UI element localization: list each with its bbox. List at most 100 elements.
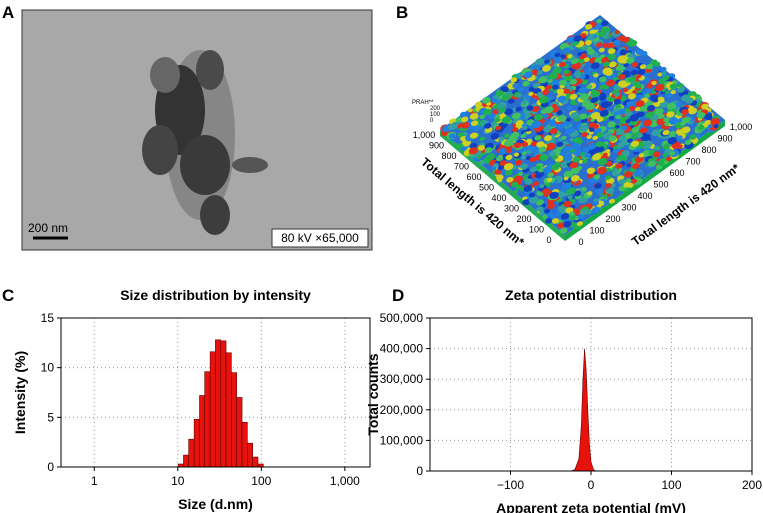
- afm-grain: [546, 142, 556, 151]
- afm-grain: [552, 154, 559, 160]
- afm-grain: [528, 196, 539, 204]
- afm-grain: [701, 103, 709, 110]
- afm-grain: [513, 142, 522, 149]
- afm-grain: [681, 109, 689, 115]
- afm-grain: [581, 79, 589, 85]
- afm-grain: [669, 130, 676, 136]
- x-tick-label: 10: [171, 474, 185, 488]
- afm-grain: [586, 84, 593, 90]
- tem-particles: [142, 50, 268, 235]
- afm-grain: [512, 127, 519, 132]
- afm-grain: [580, 53, 587, 58]
- afm-grain: [590, 111, 601, 120]
- y-tick-label: 200,000: [380, 403, 424, 417]
- afm-grain: [626, 101, 634, 107]
- afm-grain: [515, 120, 524, 127]
- afm-tick-label: 700: [685, 157, 700, 167]
- afm-grain: [568, 214, 577, 220]
- afm-grain: [624, 133, 632, 139]
- afm-grain: [585, 40, 592, 46]
- afm-grain: [713, 124, 719, 129]
- afm-grain: [606, 79, 616, 87]
- afm-grain: [638, 153, 645, 158]
- afm-grain: [569, 93, 578, 100]
- afm-z-tick: 200: [430, 106, 441, 112]
- afm-z-tick: 100: [430, 112, 441, 118]
- afm-tick-label: 0: [578, 237, 583, 247]
- afm-grain: [587, 191, 593, 196]
- bar: [225, 352, 232, 468]
- afm-grain: [581, 132, 588, 137]
- afm-grain: [614, 30, 620, 35]
- panel-letter: B: [396, 3, 408, 22]
- afm-grain: [652, 151, 661, 158]
- afm-grain: [643, 119, 653, 127]
- afm-grain: [605, 183, 612, 188]
- afm-grain: [559, 227, 568, 234]
- afm-grain: [599, 95, 607, 101]
- afm-grain: [515, 72, 524, 79]
- afm-grain: [607, 53, 617, 61]
- afm-grain: [536, 206, 544, 212]
- afm-grain: [546, 177, 553, 183]
- afm-grain: [567, 195, 573, 200]
- plot-frame: [429, 317, 753, 472]
- afm-grain: [529, 146, 537, 152]
- x-tick-label: 0: [588, 478, 595, 492]
- afm-grain: [566, 105, 573, 111]
- afm-grain: [583, 57, 590, 63]
- afm-grain: [467, 108, 473, 113]
- x-tick-label: 100: [661, 478, 681, 492]
- afm-grain: [492, 104, 499, 109]
- afm-grain: [585, 102, 595, 111]
- afm-grain: [573, 35, 582, 42]
- afm-grain: [552, 84, 559, 90]
- afm-grain: [589, 29, 596, 35]
- afm-grain: [581, 209, 590, 215]
- afm-tick-label: 200: [605, 214, 620, 224]
- afm-grain: [529, 156, 537, 163]
- y-tick-label: 100,000: [380, 433, 424, 447]
- afm-grain: [523, 185, 533, 192]
- afm-grain: [584, 152, 591, 158]
- afm-grain: [558, 61, 566, 68]
- afm-grain: [665, 93, 673, 99]
- afm-grain: [564, 74, 573, 82]
- afm-grain: [551, 218, 560, 224]
- afm-grain: [531, 69, 539, 75]
- afm-grain: [562, 121, 570, 127]
- afm-grain: [571, 143, 580, 150]
- afm-grain: [628, 76, 637, 83]
- afm-grain: [629, 114, 640, 122]
- afm-grain: [584, 24, 593, 30]
- afm-grain: [556, 191, 565, 198]
- afm-grain: [651, 129, 661, 137]
- afm-grain: [560, 213, 570, 220]
- afm-grain: [547, 172, 554, 178]
- afm-grain: [505, 154, 513, 161]
- afm-grain: [602, 67, 612, 75]
- y-axis-label: Total counts: [365, 353, 381, 435]
- afm-grain: [653, 61, 661, 67]
- afm-grain: [612, 39, 621, 46]
- afm-grain: [468, 147, 478, 155]
- afm-grain: [587, 48, 595, 55]
- afm-grain: [577, 214, 585, 220]
- afm-tick-label: 600: [669, 168, 684, 178]
- afm-grain: [504, 108, 513, 116]
- bar: [247, 442, 253, 468]
- afm-grain: [630, 69, 639, 76]
- afm-grain: [459, 111, 467, 117]
- bar: [193, 419, 200, 468]
- afm-grain: [647, 160, 656, 167]
- afm-grain: [663, 160, 669, 165]
- afm-grain: [618, 178, 626, 185]
- afm-grain: [639, 127, 648, 134]
- afm-grain: [666, 111, 675, 118]
- afm-grain: [681, 126, 691, 134]
- y-tick-label: 300,000: [380, 372, 424, 386]
- afm-grain: [608, 115, 615, 121]
- afm-grain: [469, 143, 478, 149]
- afm-grain: [569, 211, 575, 216]
